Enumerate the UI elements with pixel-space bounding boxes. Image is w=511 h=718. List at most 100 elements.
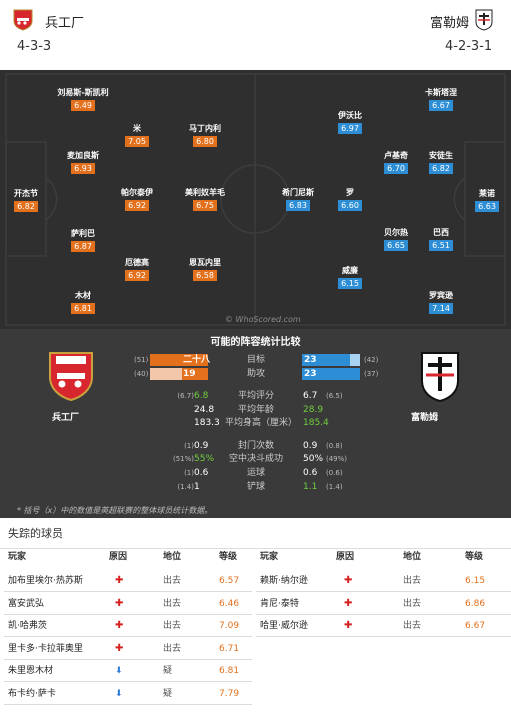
- player-name: 安徒生: [429, 151, 453, 160]
- missing-player-row[interactable]: 哈里·威尔逊 ✚ 出去 6.67: [0, 615, 511, 637]
- home-stat-bar: [150, 354, 208, 366]
- away-league-value: (0.8): [326, 442, 343, 450]
- stat-label: 铲球: [246, 482, 265, 492]
- player-rating: 6.51: [429, 240, 453, 251]
- player-marker[interactable]: 帕尔泰伊 6.92: [97, 188, 177, 211]
- player-name: 刘易斯-斯凯利: [57, 88, 109, 97]
- missing-player-name[interactable]: 朱里恩木材: [8, 666, 54, 676]
- player-marker[interactable]: 威廉 6.15: [310, 266, 390, 289]
- player-name: 罗宾逊: [429, 291, 453, 300]
- player-marker[interactable]: 希门尼斯 6.83: [258, 188, 338, 211]
- player-name: 卡斯塔涅: [425, 88, 457, 97]
- lineup-comparison: 可能的阵容统计比较 兵工厂 富勒姆 (51) 二十八 目标 23 (42) (40) 19 助…: [0, 329, 511, 518]
- player-rating: 6.87: [71, 241, 95, 252]
- fulham-crest-icon: [475, 9, 493, 31]
- missing-player-name[interactable]: 凯·哈弗茨: [8, 621, 47, 631]
- fulham-large-crest-icon: [421, 352, 459, 403]
- player-marker[interactable]: 伊沃比 6.97: [310, 111, 390, 134]
- player-rating: 6.58: [193, 270, 217, 281]
- comparison-footnote: * 括号（x）中的数值是英超联赛的整体球员统计数据。: [17, 506, 213, 515]
- stat-row: (51%) 55% 空中决斗成功 50% (49%): [0, 453, 511, 466]
- player-rating: 6.83: [286, 200, 310, 211]
- home-league-value: (51): [134, 356, 149, 364]
- missing-player-row[interactable]: 加布里埃尔·热苏斯 ✚ 出去 6.57: [0, 570, 511, 592]
- stat-label: 目标: [246, 355, 265, 365]
- player-marker[interactable]: 米 7.05: [97, 124, 177, 147]
- missing-player-name[interactable]: 富安武弘: [8, 598, 45, 609]
- header-rating-away: 等级: [465, 552, 484, 562]
- missing-player-name[interactable]: 肯尼·泰特: [260, 598, 299, 609]
- missing-player-rating: 6.81: [219, 666, 240, 676]
- missing-player-row[interactable]: 富安武弘 ✚ 出去 6.46: [0, 593, 511, 615]
- injury-cross-icon: ✚: [115, 620, 124, 631]
- home-stat-value: 183.3: [194, 418, 220, 428]
- doubtful-arrow-icon: ⬇: [115, 666, 123, 676]
- away-stat-value: 6.7: [303, 391, 318, 401]
- stat-label: 平均年龄: [237, 405, 274, 415]
- player-name: 恩瓦内里: [189, 258, 221, 267]
- player-marker[interactable]: 罗 6.60: [310, 188, 390, 211]
- missing-player-row[interactable]: 肯尼·泰特 ✚ 出去 6.86: [0, 593, 511, 615]
- header-player-home: 玩家: [8, 552, 27, 562]
- missing-player-name[interactable]: 赖斯·纳尔逊: [260, 576, 308, 586]
- home-team-name: 兵工厂: [45, 16, 85, 31]
- player-rating: 6.81: [71, 303, 95, 314]
- away-league-value: (6.5): [326, 392, 343, 400]
- missing-player-status: 出去: [403, 598, 422, 609]
- missing-player-name[interactable]: 布卡约·萨卡: [8, 688, 56, 699]
- stat-label: 运球: [246, 468, 265, 478]
- missing-player-status: 出去: [403, 576, 422, 586]
- away-stat-value: 50%: [303, 454, 324, 464]
- header-status-away: 地位: [403, 552, 422, 562]
- stat-row: 183.3 平均身高（厘米） 185.4: [0, 417, 511, 430]
- player-marker[interactable]: 贝尔热 6.65: [356, 228, 436, 251]
- missing-players-panel: 失踪的球员: [0, 518, 511, 718]
- away-stat-value: 0.9: [303, 441, 318, 451]
- match-header: 兵工厂 4-3-3 富勒姆 4-2-3-1: [0, 0, 511, 70]
- player-marker[interactable]: 罗宾逊 7.14: [401, 291, 481, 314]
- arsenal-large-crest-icon: [49, 352, 93, 401]
- home-stat-value: 0.9: [194, 441, 209, 451]
- missing-player-name[interactable]: 哈里·威尔逊: [260, 621, 308, 631]
- player-name: 美利奴羊毛: [185, 188, 225, 197]
- player-marker[interactable]: 刘易斯-斯凯利 6.49: [43, 88, 123, 111]
- home-stat-value: 19: [183, 369, 196, 379]
- away-league-value: (42): [364, 356, 379, 364]
- missing-player-name[interactable]: 加布里埃尔·热苏斯: [8, 576, 83, 586]
- injury-cross-icon: ✚: [115, 575, 124, 586]
- player-name: 麦加良斯: [67, 151, 99, 160]
- stat-row: (1.4) 1 铲球 1.1 (1.4): [0, 481, 511, 494]
- missing-player-row[interactable]: 赖斯·纳尔逊 ✚ 出去 6.15: [0, 570, 511, 592]
- player-marker[interactable]: 安徒生 6.82: [401, 151, 481, 174]
- player-marker[interactable]: 卡斯塔涅 6.67: [401, 88, 481, 111]
- missing-player-row[interactable]: 凯·哈弗茨 ✚ 出去 7.09: [0, 615, 511, 637]
- stat-label: 封门次数: [237, 441, 274, 451]
- player-marker[interactable]: 木材 6.81: [43, 291, 123, 314]
- missing-player-row[interactable]: 里卡多·卡拉菲奥里 ✚ 出去 6.71: [0, 638, 511, 660]
- player-name: 萨利巴: [71, 229, 95, 238]
- stat-label: 助攻: [246, 369, 265, 379]
- away-stat-value: 185.4: [303, 418, 329, 428]
- missing-player-row[interactable]: 朱里恩木材 ⬇ 疑 6.81: [0, 660, 511, 682]
- whoscored-watermark: © WhoScored.com: [225, 315, 301, 324]
- away-stat-value: 28.9: [303, 405, 324, 415]
- player-marker[interactable]: 恩瓦内里 6.58: [165, 258, 245, 281]
- player-marker[interactable]: 开杰节 6.82: [0, 189, 66, 212]
- player-marker[interactable]: 厄德高 6.92: [97, 258, 177, 281]
- away-stat-value: 0.6: [303, 468, 318, 478]
- player-marker[interactable]: 巴西 6.51: [401, 228, 481, 251]
- player-marker[interactable]: 美利奴羊毛 6.75: [165, 188, 245, 211]
- player-name: 厄德高: [125, 258, 149, 267]
- player-marker[interactable]: 莱诺 6.63: [447, 189, 511, 212]
- away-formation: 4-2-3-1: [445, 39, 493, 54]
- player-marker[interactable]: 马丁内利 6.80: [165, 124, 245, 147]
- player-marker[interactable]: 萨利巴 6.87: [43, 229, 123, 252]
- player-marker[interactable]: 卢基奇 6.70: [356, 151, 436, 174]
- home-league-value: (6.7): [177, 392, 194, 400]
- stat-row: (40) 19 助攻 23 (37): [0, 368, 511, 381]
- player-name: 马丁内利: [189, 124, 221, 133]
- missing-player-row[interactable]: 布卡约·萨卡 ⬇ 疑 7.79: [0, 683, 511, 705]
- player-marker[interactable]: 麦加良斯 6.93: [43, 151, 123, 174]
- stat-row: (1) 0.6 运球 0.6 (0.6): [0, 467, 511, 480]
- missing-player-name[interactable]: 里卡多·卡拉菲奥里: [8, 643, 83, 654]
